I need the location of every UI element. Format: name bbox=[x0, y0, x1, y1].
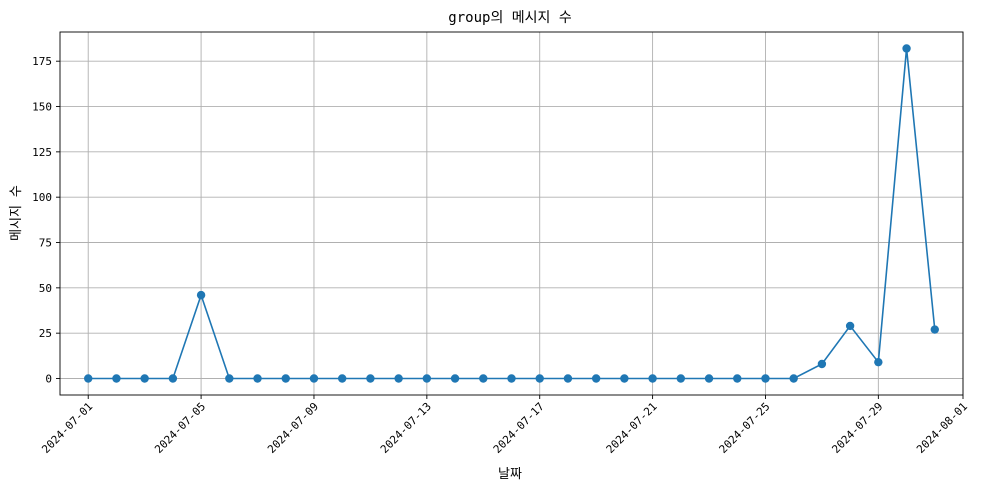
x-tick-label: 2024-07-05 bbox=[152, 400, 208, 456]
y-tick-label: 25 bbox=[39, 327, 52, 340]
data-point bbox=[874, 357, 883, 367]
data-point bbox=[535, 374, 544, 383]
y-tick-label: 125 bbox=[32, 146, 52, 159]
data-point bbox=[140, 374, 149, 383]
data-point bbox=[620, 374, 629, 383]
plot-frame bbox=[59, 31, 964, 396]
y-tick-label: 150 bbox=[32, 101, 52, 114]
data-point bbox=[704, 374, 714, 383]
x-tick-label: 2024-07-29 bbox=[829, 400, 885, 456]
data-point bbox=[281, 374, 290, 383]
data-points bbox=[84, 44, 939, 383]
data-point bbox=[479, 374, 488, 383]
y-axis-label: 메시지 수 bbox=[9, 185, 24, 241]
x-tick-label: 2024-07-21 bbox=[604, 400, 660, 456]
y-tick-label: 50 bbox=[39, 282, 52, 295]
data-point bbox=[845, 321, 855, 331]
data-point bbox=[591, 374, 601, 383]
data-point bbox=[309, 374, 319, 383]
data-point bbox=[394, 374, 403, 383]
data-point bbox=[422, 374, 432, 383]
data-point bbox=[337, 374, 347, 383]
data-point bbox=[225, 374, 234, 383]
data-point bbox=[563, 374, 573, 383]
data-point bbox=[902, 44, 911, 53]
data-point bbox=[817, 359, 827, 369]
data-point bbox=[761, 374, 770, 383]
y-tick-label: 0 bbox=[45, 373, 52, 386]
x-tick-label: 2024-07-09 bbox=[265, 400, 321, 456]
data-point bbox=[930, 325, 939, 334]
y-tick-label: 100 bbox=[32, 191, 52, 204]
data-point bbox=[648, 374, 657, 383]
data-point bbox=[733, 374, 742, 383]
y-tick-label: 75 bbox=[39, 237, 52, 250]
x-tick-label: 2024-07-25 bbox=[717, 400, 773, 456]
data-point bbox=[168, 374, 178, 383]
x-tick-label: 2024-07-01 bbox=[39, 400, 95, 456]
data-point bbox=[196, 290, 206, 300]
data-point bbox=[676, 374, 686, 383]
series-line bbox=[88, 48, 936, 380]
y-tick-label: 175 bbox=[32, 55, 52, 68]
x-tick-label: 2024-07-17 bbox=[491, 400, 547, 456]
data-point bbox=[253, 374, 262, 383]
data-point bbox=[507, 374, 516, 383]
data-point bbox=[450, 374, 460, 383]
x-tick-label: 2024-08-01 bbox=[914, 400, 970, 456]
y-axis: 0 25 50 75 100 125 150 175 bbox=[32, 55, 60, 386]
data-point bbox=[789, 374, 798, 383]
chart-title: group의 메시지 수 bbox=[448, 10, 572, 26]
x-axis: 2024-07-01 2024-07-05 2024-07-09 2024-07-13… bbox=[39, 395, 970, 456]
data-point bbox=[84, 374, 93, 383]
data-point bbox=[366, 374, 375, 383]
grid-lines bbox=[60, 32, 964, 395]
x-tick-label: 2024-07-13 bbox=[378, 400, 434, 456]
data-point bbox=[112, 374, 121, 383]
x-axis-label: 날짜 bbox=[498, 467, 522, 482]
